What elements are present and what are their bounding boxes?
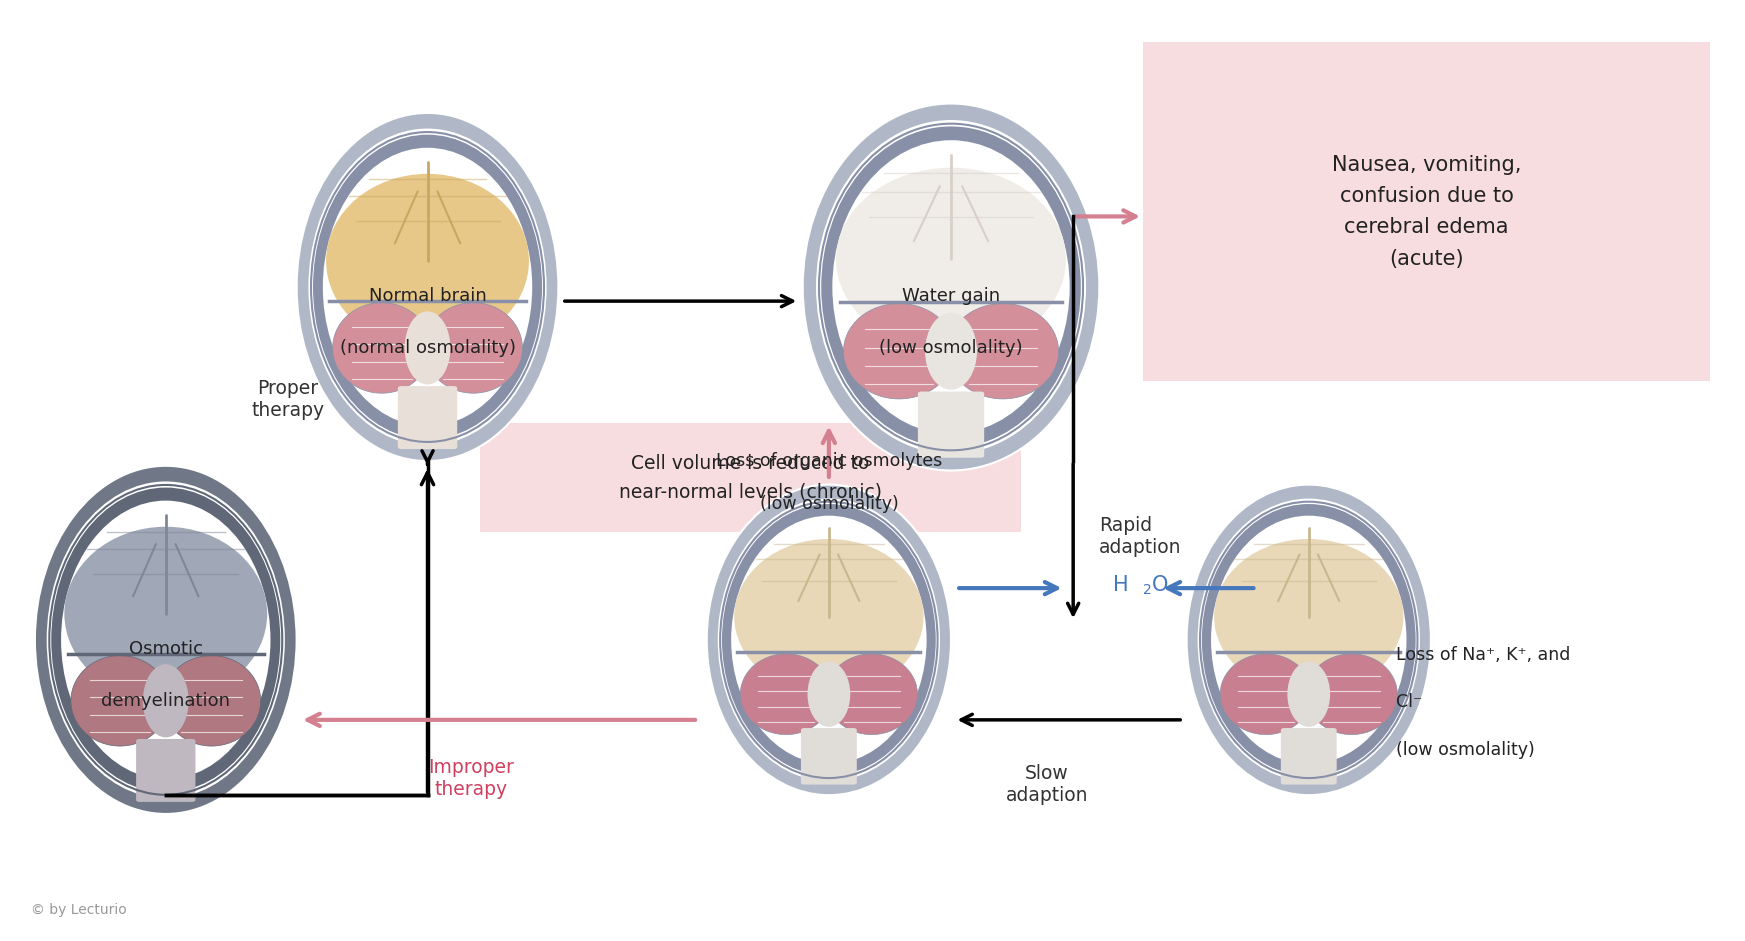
Text: (low osmolality): (low osmolality) (879, 339, 1023, 358)
Ellipse shape (822, 126, 1080, 448)
Text: Proper
therapy: Proper therapy (251, 379, 325, 421)
Ellipse shape (1211, 516, 1406, 764)
FancyBboxPatch shape (136, 739, 195, 802)
Ellipse shape (1288, 662, 1330, 726)
Text: Water gain: Water gain (902, 287, 1000, 306)
Text: (normal osmolality): (normal osmolality) (340, 339, 515, 358)
Text: Slow
adaption: Slow adaption (1005, 764, 1089, 805)
FancyBboxPatch shape (398, 386, 457, 449)
Ellipse shape (717, 499, 941, 781)
Ellipse shape (162, 656, 260, 746)
Ellipse shape (312, 135, 543, 439)
Text: Loss of organic osmolytes: Loss of organic osmolytes (715, 453, 942, 470)
Ellipse shape (326, 174, 529, 348)
Ellipse shape (297, 113, 558, 461)
Ellipse shape (72, 656, 169, 746)
Text: demyelination: demyelination (101, 692, 230, 710)
Ellipse shape (1220, 654, 1312, 735)
Ellipse shape (808, 662, 850, 726)
Ellipse shape (722, 504, 935, 775)
Text: H: H (1113, 575, 1129, 596)
Ellipse shape (817, 120, 1085, 454)
Text: Loss of Na⁺, K⁺, and: Loss of Na⁺, K⁺, and (1396, 646, 1570, 664)
Ellipse shape (309, 129, 546, 445)
Ellipse shape (424, 303, 522, 393)
Ellipse shape (1215, 539, 1403, 694)
FancyBboxPatch shape (480, 423, 1021, 532)
Ellipse shape (836, 167, 1066, 351)
FancyBboxPatch shape (1143, 42, 1710, 381)
Ellipse shape (1305, 654, 1398, 735)
Ellipse shape (731, 516, 927, 764)
Text: Rapid
adaption: Rapid adaption (1099, 516, 1181, 557)
FancyBboxPatch shape (1281, 728, 1337, 785)
Ellipse shape (333, 303, 431, 393)
Ellipse shape (1187, 485, 1431, 795)
Text: Cell volume is reduced to
near-normal levels (chronic): Cell volume is reduced to near-normal le… (619, 455, 881, 501)
Text: Normal brain: Normal brain (368, 287, 487, 306)
FancyBboxPatch shape (918, 391, 984, 457)
Ellipse shape (832, 140, 1070, 434)
Ellipse shape (47, 482, 284, 798)
Ellipse shape (948, 304, 1059, 399)
Text: (low osmolality): (low osmolality) (759, 495, 899, 513)
Ellipse shape (1202, 504, 1415, 775)
Text: (low osmolality): (low osmolality) (1396, 741, 1536, 758)
Ellipse shape (843, 304, 955, 399)
Text: © by Lecturio: © by Lecturio (31, 903, 127, 917)
Ellipse shape (925, 312, 977, 390)
Ellipse shape (1197, 499, 1420, 781)
Ellipse shape (803, 104, 1099, 470)
Text: 2: 2 (1143, 583, 1152, 597)
Text: Cl⁻: Cl⁻ (1396, 694, 1422, 711)
Ellipse shape (65, 527, 267, 701)
Ellipse shape (35, 466, 297, 814)
Ellipse shape (143, 664, 188, 738)
Ellipse shape (825, 654, 918, 735)
Ellipse shape (323, 148, 532, 426)
Text: Osmotic: Osmotic (129, 640, 202, 659)
Text: Nausea, vomiting,
confusion due to
cerebral edema
(acute): Nausea, vomiting, confusion due to cereb… (1331, 155, 1522, 268)
Text: O: O (1152, 575, 1167, 596)
Ellipse shape (405, 311, 450, 385)
Ellipse shape (735, 539, 923, 694)
Ellipse shape (740, 654, 832, 735)
Ellipse shape (61, 501, 270, 779)
FancyBboxPatch shape (801, 728, 857, 785)
Ellipse shape (707, 485, 951, 795)
Text: Improper
therapy: Improper therapy (428, 758, 515, 799)
Ellipse shape (51, 487, 281, 792)
